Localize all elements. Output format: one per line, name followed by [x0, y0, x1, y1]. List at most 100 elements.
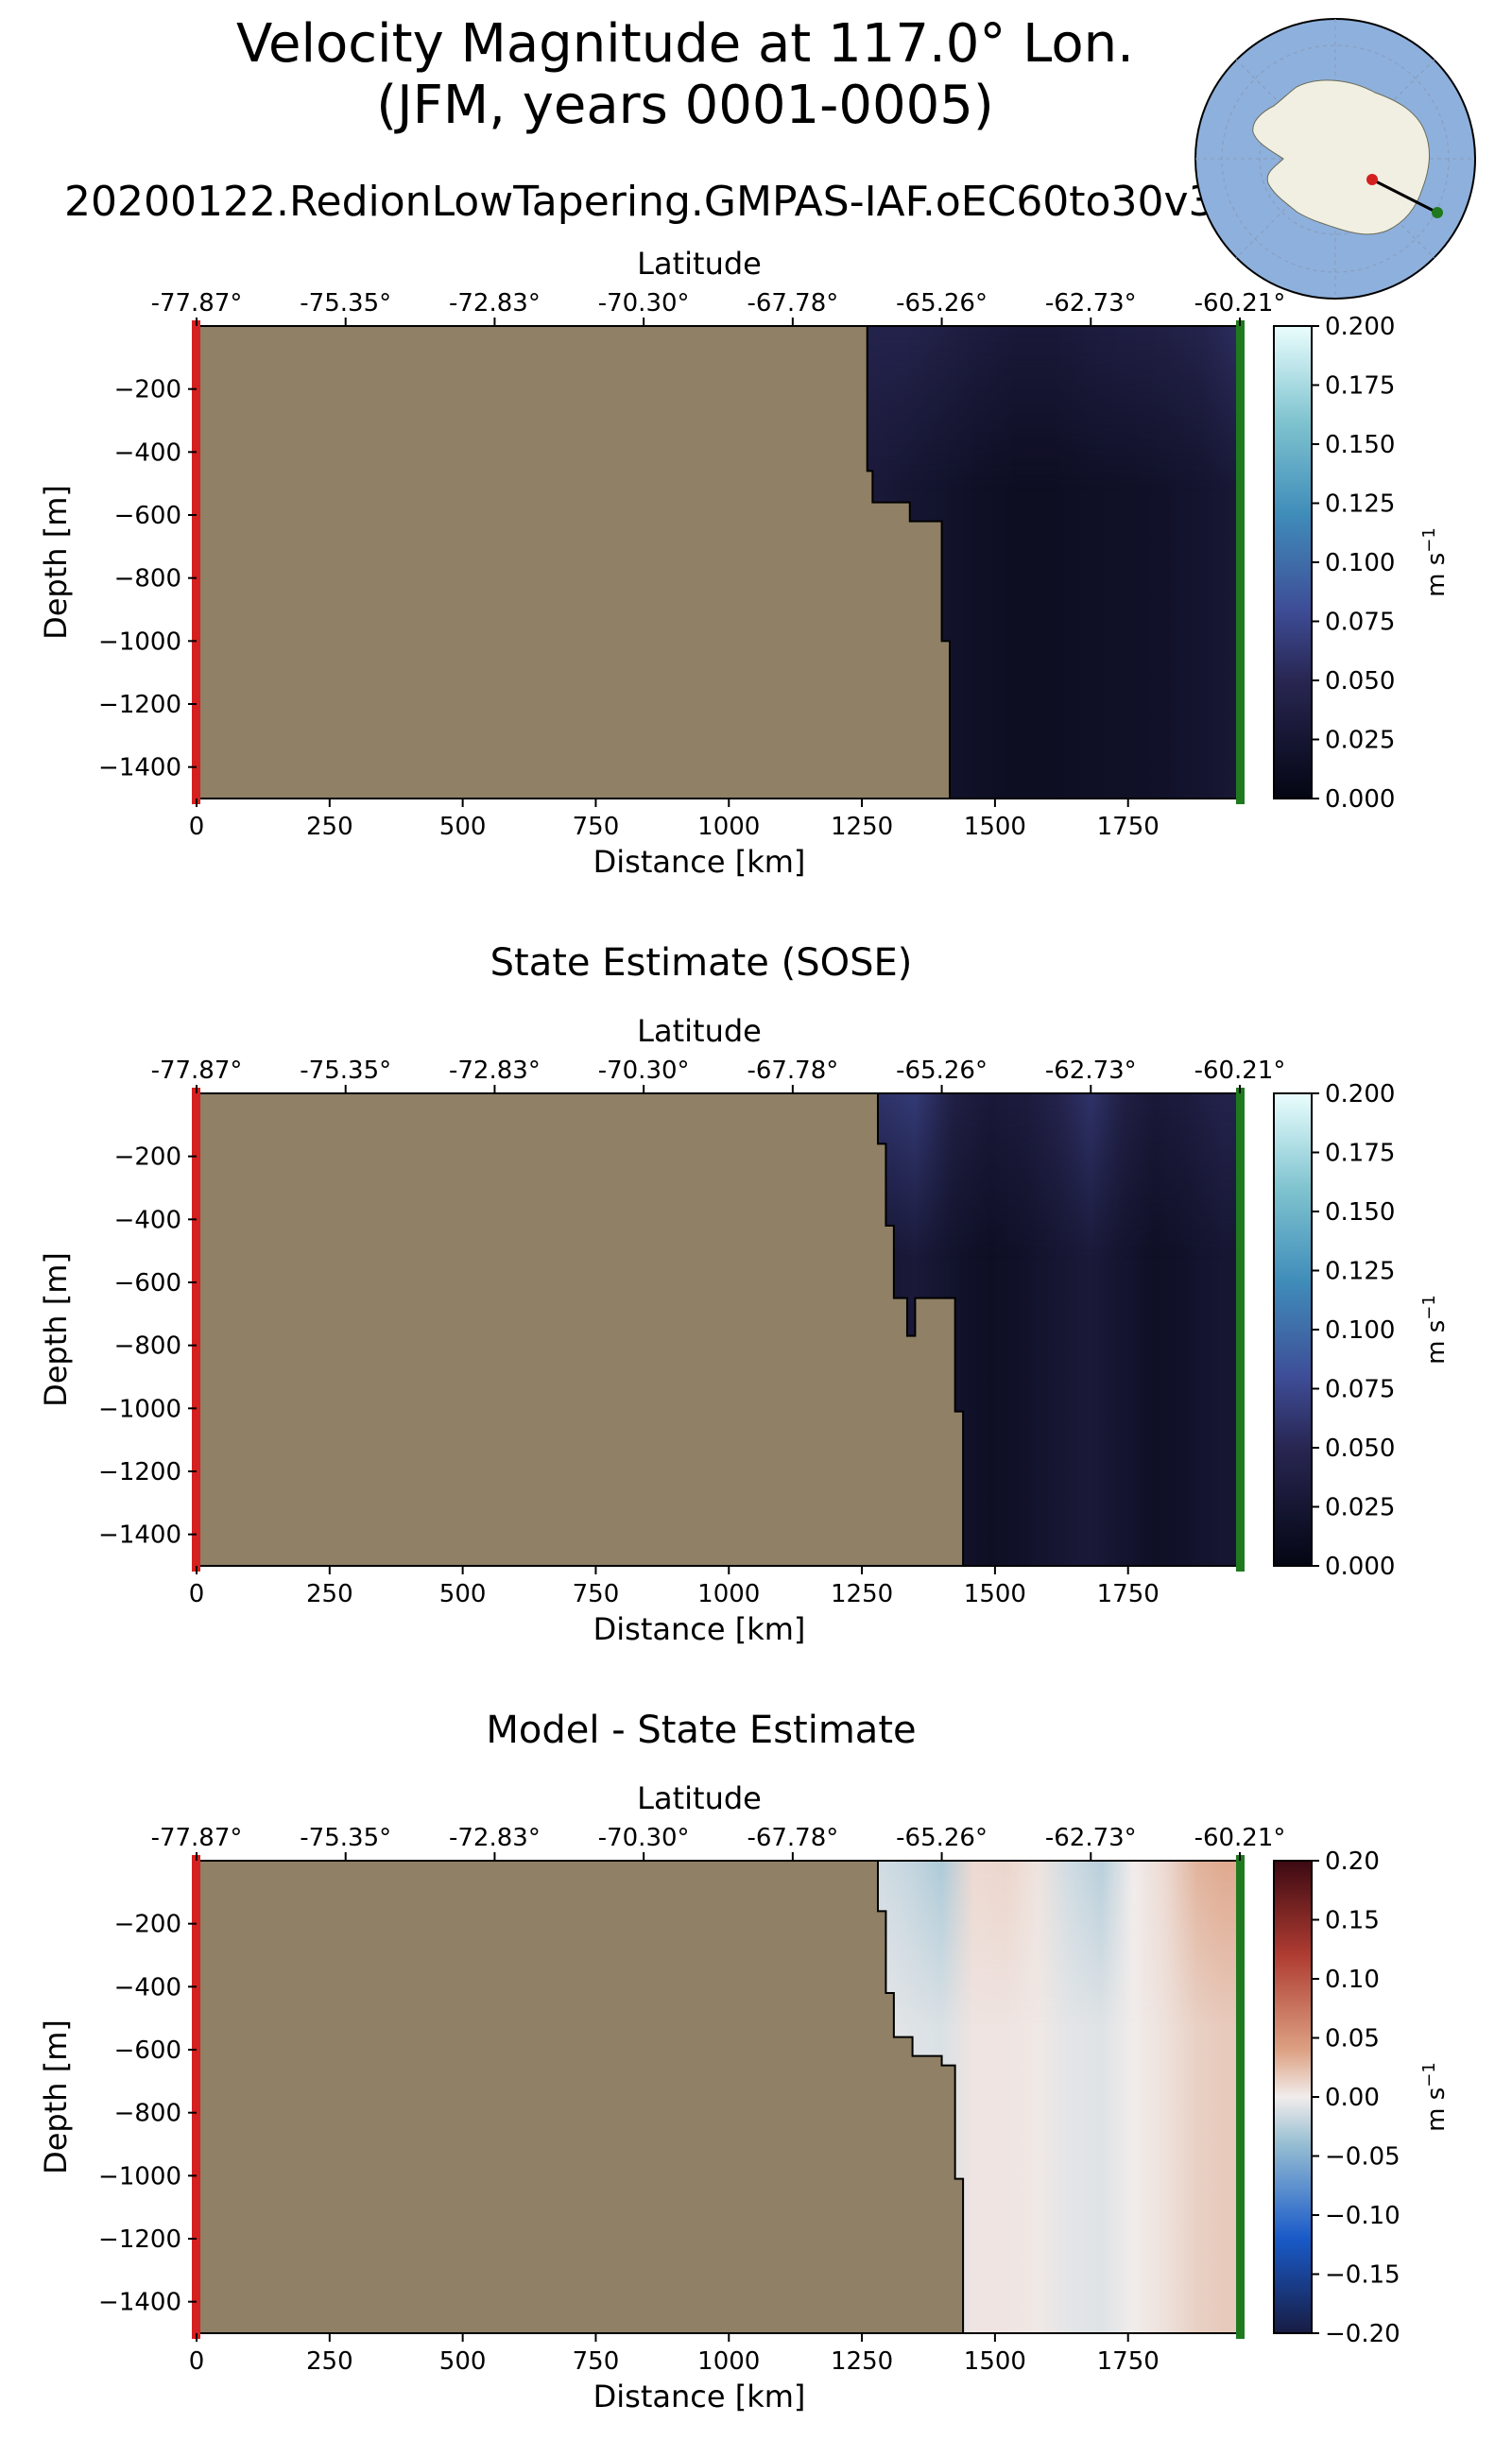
lat-tick-label: -72.83° — [449, 1824, 541, 1852]
lat-tick-label: -70.30° — [598, 1824, 690, 1852]
lat-tick-label: -77.87° — [151, 289, 243, 318]
colorbar-tick-label: −0.05 — [1325, 2143, 1400, 2172]
y-tick-label: −600 — [114, 1269, 181, 1297]
lat-tick-label: -60.21° — [1194, 1824, 1286, 1852]
y-tick-label: −600 — [114, 502, 181, 530]
colorbar-tick-label: −0.20 — [1325, 2320, 1400, 2348]
colorbar-tick-label: −0.15 — [1325, 2261, 1400, 2290]
colorbar-tick-label: 0.050 — [1325, 667, 1395, 696]
panel-title: Model - State Estimate — [486, 1709, 916, 1752]
x-tick-label: 250 — [306, 2347, 353, 2376]
lat-tick-label: -72.83° — [449, 1057, 541, 1085]
run-name: 20200122.RedionLowTapering.GMPAS-IAF.oEC… — [64, 178, 1215, 226]
colorbar-tick-label: 0.175 — [1325, 1140, 1395, 1168]
colorbar-tick-label: 0.000 — [1325, 1553, 1395, 1581]
transect-start-marker — [192, 320, 200, 804]
lat-tick-label: -60.21° — [1194, 289, 1286, 318]
top-axis-label: Latitude — [637, 1780, 762, 1816]
lat-tick-label: -65.26° — [896, 289, 988, 318]
inset-transect-start-dot — [1366, 174, 1378, 185]
x-tick-label: 250 — [306, 813, 353, 841]
colorbar-label-exponent: −1 — [1419, 1295, 1439, 1320]
lat-tick-label: -75.35° — [300, 1057, 391, 1085]
y-tick-label: −800 — [114, 1332, 181, 1361]
y-tick-label: −600 — [114, 2036, 181, 2065]
y-tick-label: −1400 — [98, 1521, 181, 1550]
transect-end-marker — [1236, 1088, 1245, 1572]
land-mask — [197, 1861, 964, 2333]
figure-title-line2: (JFM, years 0001-0005) — [376, 75, 994, 136]
colorbar — [1273, 1860, 1313, 2334]
x-tick-label: 1250 — [831, 813, 893, 841]
y-tick-label: −1200 — [98, 1458, 181, 1486]
lat-tick-label: -67.78° — [747, 1057, 838, 1085]
transect-end-marker — [1236, 1855, 1245, 2339]
colorbar-tick-label: 0.150 — [1325, 1198, 1395, 1227]
colorbar-tick-label: 0.025 — [1325, 727, 1395, 755]
colorbar-label-exponent: −1 — [1419, 527, 1439, 553]
lat-tick-label: -77.87° — [151, 1824, 243, 1852]
lat-tick-label: -62.73° — [1045, 1057, 1137, 1085]
x-tick-label: 1750 — [1097, 2347, 1160, 2376]
y-tick-label: −1200 — [98, 691, 181, 719]
y-tick-label: −1200 — [98, 2225, 181, 2254]
lat-tick-label: -72.83° — [449, 289, 541, 318]
land-boundary — [876, 1093, 965, 1566]
inset-transect-line — [1371, 178, 1438, 215]
x-tick-label: 750 — [573, 1580, 620, 1608]
colorbar-tick-label: 0.100 — [1325, 549, 1395, 577]
colorbar-tick-label: 0.10 — [1325, 1966, 1380, 1994]
x-tick-label: 0 — [189, 813, 205, 841]
colorbar-tick-label: 0.125 — [1325, 1258, 1395, 1286]
y-tick-label: −200 — [114, 1911, 181, 1939]
x-tick-label: 1250 — [831, 1580, 893, 1608]
y-tick-label: −400 — [114, 1973, 181, 2002]
top-axis-label: Latitude — [637, 1013, 762, 1049]
x-tick-label: 1500 — [964, 813, 1026, 841]
panel-3: Model - State Estimate 0 250 500 750 1000 1250… — [38, 1709, 1451, 2414]
lat-tick-label: -65.26° — [896, 1824, 988, 1852]
x-tick-label: 1500 — [964, 2347, 1026, 2376]
lat-tick-label: -67.78° — [747, 289, 838, 318]
transect-start-marker — [192, 1088, 200, 1572]
colorbar-tick-label: 0.075 — [1325, 609, 1395, 637]
colorbar-label: m s−1 — [1419, 527, 1451, 597]
x-tick-label: 500 — [439, 1580, 487, 1608]
top-axis-label: Latitude — [637, 246, 762, 282]
x-tick-label: 500 — [439, 813, 487, 841]
x-tick-label: 1750 — [1097, 1580, 1160, 1608]
colorbar-tick-label: 0.200 — [1325, 1080, 1395, 1108]
x-tick-label: 750 — [573, 2347, 620, 2376]
colorbar-tick-label: 0.200 — [1325, 313, 1395, 341]
x-tick-label: 1000 — [697, 2347, 760, 2376]
antarctica-continent-icon — [1252, 79, 1430, 235]
y-axis-label: Depth [m] — [38, 2019, 74, 2174]
y-tick-label: −800 — [114, 2100, 181, 2128]
panel-2: State Estimate (SOSE) 0 250 500 750 1000 1250 1… — [38, 941, 1451, 1647]
colorbar — [1273, 1092, 1313, 1567]
lat-tick-label: -70.30° — [598, 289, 690, 318]
y-tick-label: −1400 — [98, 2289, 181, 2317]
x-tick-label: 0 — [189, 1580, 205, 1608]
x-axis-label: Distance [km] — [593, 844, 806, 880]
colorbar-tick-label: 0.00 — [1325, 2084, 1380, 2112]
lat-tick-label: -62.73° — [1045, 289, 1137, 318]
x-tick-label: 1500 — [964, 1580, 1026, 1608]
colorbar-label-exponent: −1 — [1419, 2062, 1439, 2088]
colorbar-tick-label: 0.050 — [1325, 1435, 1395, 1463]
lat-tick-label: -67.78° — [747, 1824, 838, 1852]
colorbar-tick-label: 0.20 — [1325, 1847, 1380, 1876]
colorbar-tick-label: 0.025 — [1325, 1494, 1395, 1522]
y-tick-label: −400 — [114, 1206, 181, 1234]
colorbar — [1273, 325, 1313, 799]
y-tick-label: −1000 — [98, 627, 181, 656]
colorbar-tick-label: 0.05 — [1325, 2025, 1380, 2053]
x-tick-label: 1250 — [831, 2347, 893, 2376]
colorbar-tick-label: 0.175 — [1325, 372, 1395, 401]
y-tick-label: −800 — [114, 565, 181, 593]
y-axis-label: Depth [m] — [38, 485, 74, 640]
colorbar-tick-label: 0.100 — [1325, 1316, 1395, 1345]
inset-map — [1194, 18, 1476, 300]
land-boundary — [866, 326, 952, 799]
